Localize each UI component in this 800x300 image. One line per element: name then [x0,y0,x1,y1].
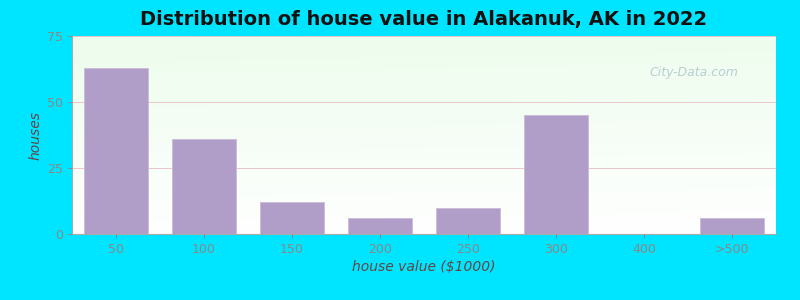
Y-axis label: houses: houses [29,110,43,160]
Bar [700,218,764,234]
Bar [436,208,500,234]
X-axis label: house value ($1000): house value ($1000) [352,260,496,274]
Bar [524,115,588,234]
Bar [84,68,148,234]
Title: Distribution of house value in Alakanuk, AK in 2022: Distribution of house value in Alakanuk,… [141,10,707,29]
Bar [260,202,324,234]
Bar [172,139,236,234]
Text: City-Data.com: City-Data.com [650,66,738,79]
Bar [348,218,412,234]
